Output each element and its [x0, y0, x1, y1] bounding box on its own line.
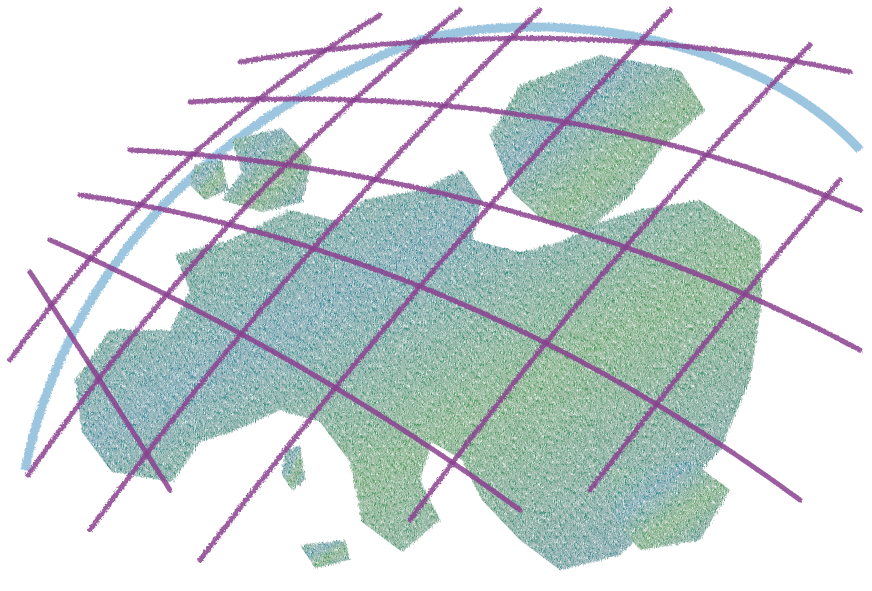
- mainland: [75, 170, 762, 570]
- parallel: [77, 192, 803, 503]
- sardinia: [282, 445, 305, 490]
- globe-edge: [20, 22, 864, 471]
- meridian: [587, 177, 843, 493]
- scandinavia: [490, 55, 705, 232]
- ireland: [190, 160, 228, 200]
- britain: [222, 128, 312, 212]
- meridian: [197, 7, 673, 563]
- corsica-sicily: [300, 540, 350, 568]
- turkey: [610, 460, 730, 550]
- grid: [7, 7, 863, 563]
- parallel: [237, 35, 853, 75]
- meridian: [407, 42, 813, 523]
- parallel: [187, 96, 863, 213]
- parallel: [47, 237, 523, 513]
- parallel: [27, 269, 173, 493]
- land: [75, 55, 762, 570]
- meridian: [87, 7, 543, 533]
- meridian: [25, 7, 463, 478]
- parallel: [127, 147, 863, 353]
